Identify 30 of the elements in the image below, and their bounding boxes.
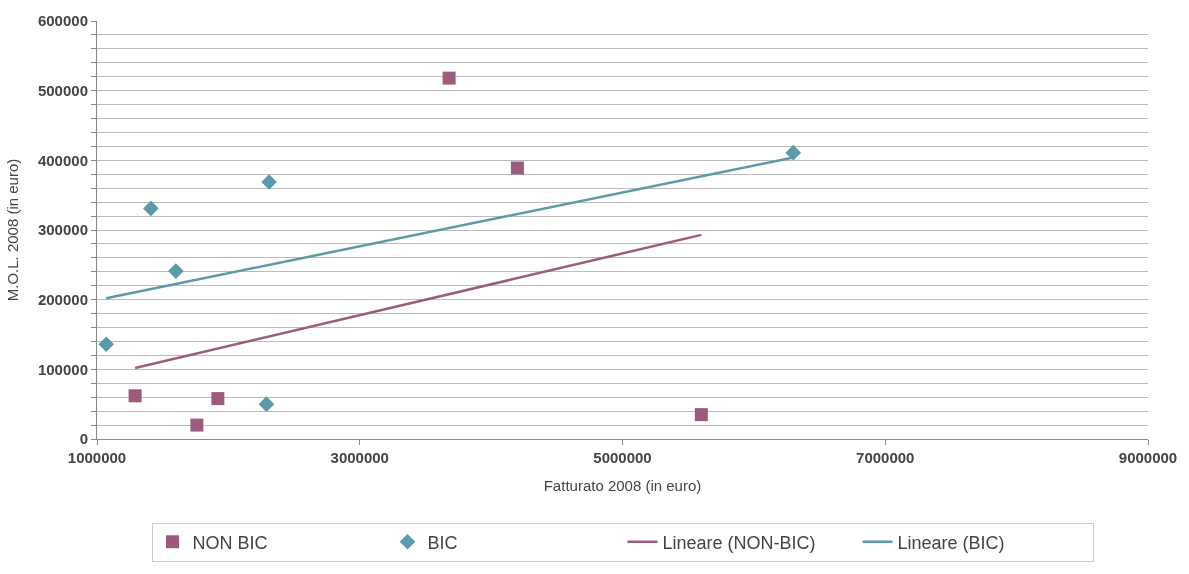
legend-label: NON BIC [192,532,268,553]
y-tick-label: 600000 [37,12,88,30]
x-tick-label: 5000000 [593,449,652,466]
point [785,144,802,161]
point [694,408,708,422]
x-axis-title: Fatturato 2008 (in euro) [543,477,702,494]
point [190,418,204,432]
y-tick-label: 400000 [37,151,88,169]
legend-label: BIC [427,532,458,553]
x-tick-label: 1000000 [67,449,127,466]
legend-label: Lineare (BIC) [897,532,1005,553]
point [510,161,524,175]
point [442,71,456,85]
point [98,336,114,353]
y-tick-label: 300000 [37,221,88,239]
point [261,174,277,190]
x-tick-label: 9000000 [1118,449,1178,466]
y-axis-title: M.O.L. 2008 (in euro) [4,158,22,302]
y-tick-label: 100000 [37,360,88,378]
y-tick-label: 200000 [37,290,88,308]
point [128,389,142,403]
x-tick-label: 3000000 [330,449,389,466]
point [143,200,159,217]
point [168,263,184,279]
y-tick-label: 0 [79,430,88,448]
legend-label: Lineare (NON-BIC) [662,532,816,553]
point [211,392,225,406]
point [258,396,275,412]
y-tick-label: 500000 [37,81,88,99]
x-tick-label: 7000000 [856,449,915,466]
